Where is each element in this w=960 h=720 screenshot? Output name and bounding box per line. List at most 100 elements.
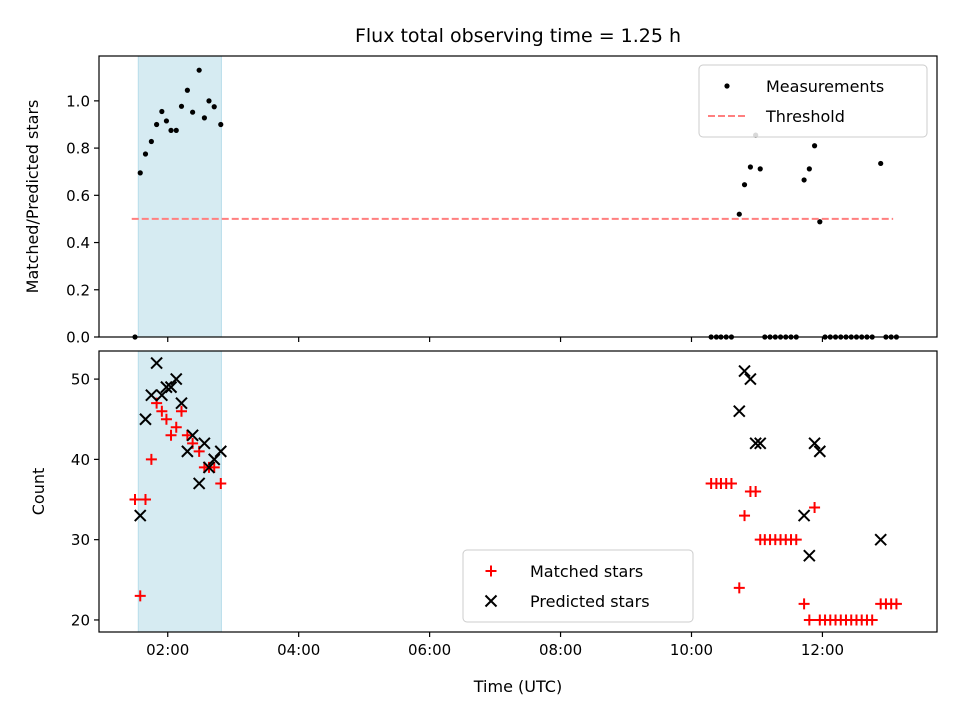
- legend: Matched stars Predicted stars: [462, 549, 694, 623]
- chart-title: Flux total observing time = 1.25 h: [355, 25, 681, 47]
- data-point: [163, 118, 170, 124]
- legend-swatch: [724, 83, 730, 89]
- data-point: [134, 509, 147, 522]
- x-tick-label: 12:00: [801, 641, 844, 659]
- data-point: [817, 219, 823, 225]
- y-tick-label: 30: [71, 531, 90, 549]
- x-axis-label: Time (UTC): [473, 677, 562, 696]
- x-tick-label: 06:00: [408, 641, 451, 659]
- data-point: [803, 549, 816, 562]
- data-point: [736, 211, 742, 217]
- data-point: [129, 494, 141, 506]
- legend-entry: Threshold: [708, 107, 845, 126]
- data-point: [211, 104, 217, 110]
- data-point: [803, 614, 815, 626]
- y-tick-label: 0.4: [66, 234, 90, 252]
- data-point: [173, 127, 179, 133]
- data-point: [797, 509, 811, 522]
- data-point: [142, 151, 149, 157]
- legend-label: Measurements: [766, 77, 884, 96]
- legend-entry: Measurements: [724, 77, 884, 96]
- x-tick-label: 08:00: [539, 641, 582, 659]
- data-point: [733, 582, 745, 594]
- series-predicted-stars: [134, 356, 887, 562]
- data-point: [164, 380, 178, 394]
- data-point: [725, 477, 737, 489]
- observing-window-band: [137, 55, 222, 338]
- data-point: [206, 98, 212, 104]
- data-point: [741, 182, 748, 188]
- data-point: [214, 445, 227, 458]
- legend: Measurements Threshold: [698, 64, 928, 138]
- data-point: [181, 445, 194, 458]
- data-point: [202, 461, 216, 474]
- ratio-panel: 0.0 0.2 0.4 0.6 0.8 1.0 Matched/Predicted star…: [23, 55, 938, 347]
- data-point: [190, 109, 196, 115]
- y-tick-label: 40: [71, 451, 90, 469]
- y-tick-label: 20: [71, 611, 90, 629]
- y-tick-label: 50: [71, 371, 90, 389]
- data-point: [175, 405, 187, 417]
- legend-swatch: [485, 565, 497, 577]
- data-point: [790, 534, 802, 546]
- data-point: [757, 166, 763, 172]
- data-point: [145, 453, 157, 465]
- data-point: [739, 510, 751, 522]
- data-point: [806, 166, 812, 172]
- data-point: [754, 437, 767, 450]
- data-point: [170, 421, 182, 433]
- data-point: [218, 121, 224, 128]
- y-tick-label: 0.8: [66, 140, 90, 158]
- data-point: [178, 103, 185, 109]
- data-point: [165, 429, 177, 441]
- legend-label: Matched stars: [530, 562, 643, 581]
- data-point: [878, 160, 884, 167]
- axes-frame: [98, 55, 938, 338]
- data-point: [156, 405, 168, 417]
- data-point: [160, 380, 173, 394]
- data-point: [874, 533, 887, 546]
- data-point: [139, 494, 151, 506]
- x-tick-label: 02:00: [146, 641, 189, 659]
- data-point: [170, 372, 183, 386]
- y-axis-label: Count: [29, 468, 48, 516]
- data-point: [890, 598, 902, 610]
- legend-entry: Predicted stars: [484, 592, 650, 611]
- data-point: [159, 108, 165, 115]
- y-tick-label: 1.0: [66, 92, 90, 110]
- legend-box: [698, 64, 928, 138]
- data-point: [749, 437, 762, 450]
- data-point: [813, 445, 827, 458]
- y-tick-label: 0.0: [66, 329, 90, 347]
- data-point: [747, 164, 754, 170]
- data-point: [181, 429, 193, 441]
- data-point: [198, 437, 211, 450]
- y-tick-label: 0.6: [66, 187, 90, 205]
- data-point: [154, 121, 160, 128]
- data-point: [175, 396, 188, 410]
- data-point: [150, 356, 163, 370]
- data-point: [801, 177, 807, 183]
- y-axis-label: Matched/Predicted stars: [23, 100, 42, 294]
- data-point: [744, 372, 757, 386]
- data-point: [201, 115, 208, 121]
- data-point: [145, 388, 158, 402]
- count-panel: 02:00 04:00 06:00 08:00 10:00 12:00 20 30 40 50 Co…: [29, 350, 938, 659]
- legend-swatch: [484, 594, 498, 608]
- data-point: [196, 67, 202, 73]
- data-point: [208, 461, 220, 473]
- data-point: [148, 138, 154, 145]
- legend-label: Predicted stars: [530, 592, 650, 611]
- x-tick-label: 10:00: [670, 641, 713, 659]
- data-point: [186, 429, 199, 442]
- legend-label: Threshold: [765, 107, 845, 126]
- series-layer: [129, 356, 902, 626]
- data-point: [738, 364, 751, 378]
- data-point: [208, 453, 221, 466]
- data-point: [134, 590, 146, 602]
- axes-frame: [98, 350, 938, 633]
- data-point: [137, 170, 143, 176]
- data-point: [733, 405, 746, 418]
- data-point: [139, 413, 152, 426]
